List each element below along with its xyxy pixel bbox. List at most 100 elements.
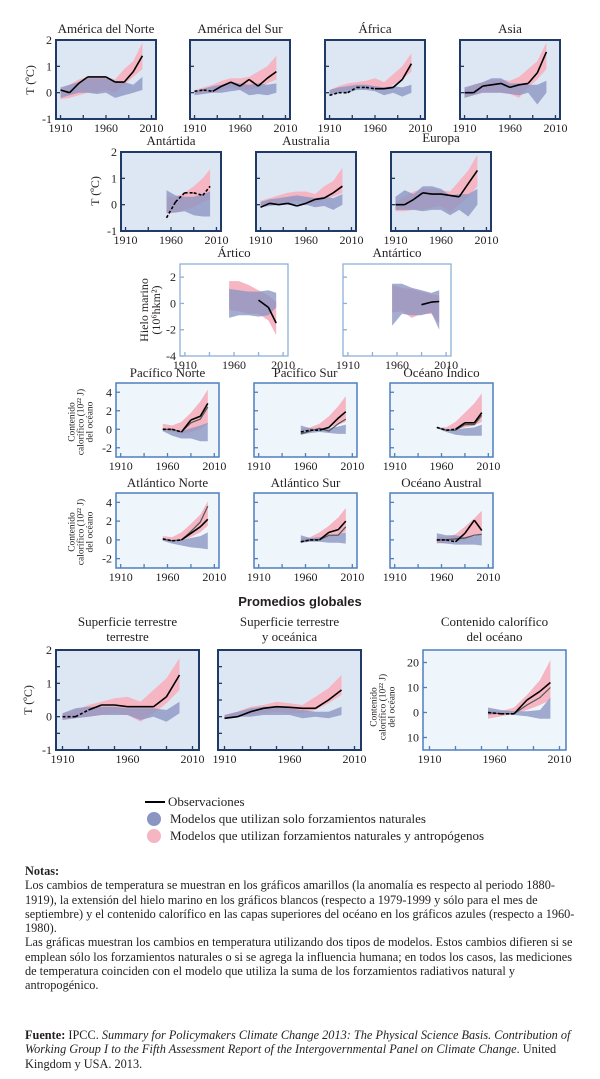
observation-line-dashed bbox=[300, 429, 320, 433]
chart-title: Pacífico Norte bbox=[129, 365, 206, 380]
legend-swatch-natural bbox=[147, 811, 161, 826]
observation-line bbox=[258, 299, 277, 324]
chart-af: 1910 1960 2010 bbox=[318, 39, 432, 135]
observation-line bbox=[513, 681, 551, 715]
chart-ps: 1910 1960 2010 bbox=[247, 382, 364, 473]
chart-eu: 1910 1960 2010 bbox=[384, 151, 498, 247]
x-tick-label: 1960 bbox=[294, 570, 318, 584]
chart-title: Superficie terrestre y oceánica bbox=[198, 614, 381, 644]
chart-aa: 1910 1960 2010 bbox=[336, 263, 458, 372]
y-tick-label: -1 bbox=[107, 224, 117, 238]
band-anthropogenic bbox=[436, 393, 482, 431]
band-natural bbox=[166, 190, 211, 217]
x-tick-label: 1910 bbox=[384, 233, 408, 247]
y-axis-title-ocean: Contenido calorífico (10²² J) del océano bbox=[370, 674, 398, 740]
y-tick-label: 2 bbox=[170, 270, 176, 284]
chart-ar: 1910 1960 2010 -4 -2 0 2 bbox=[166, 263, 295, 372]
observation-line-dashed bbox=[194, 89, 213, 93]
x-tick-label: 1960 bbox=[228, 121, 252, 135]
x-tick-label: 2010 bbox=[181, 752, 205, 766]
legend-label: Modelos que utilizan solo forzamientos n… bbox=[170, 811, 426, 826]
y-tick-label: 2 bbox=[106, 514, 112, 528]
observation-line bbox=[260, 185, 343, 209]
chart-title: Asia bbox=[498, 21, 522, 36]
band-anthropogenic bbox=[162, 389, 208, 434]
chart-title: América del Norte bbox=[57, 21, 155, 36]
x-tick-label: 1910 bbox=[453, 121, 477, 135]
x-tick-label: 1910 bbox=[383, 459, 407, 473]
x-tick-label: 1960 bbox=[430, 570, 454, 584]
observation-line bbox=[464, 51, 548, 94]
y-axis-title-line: T (ºC) bbox=[88, 176, 102, 206]
observation-line-dashed bbox=[162, 538, 182, 542]
x-tick-label: 1910 bbox=[336, 358, 360, 372]
observation-line-alt bbox=[436, 415, 483, 431]
chart-goc: 1910 1960 2010 10 0 10 20 bbox=[407, 649, 572, 766]
y-tick-label: 10 bbox=[407, 731, 419, 745]
observation-line-dashed bbox=[329, 86, 376, 97]
band-natural bbox=[229, 289, 277, 318]
band-natural bbox=[162, 422, 208, 442]
y-tick-label: -2 bbox=[166, 323, 176, 337]
chart-title-line-1: Superficie terrestre bbox=[239, 614, 340, 629]
source-rest: . United Kingdom y USA. 2013. bbox=[25, 1042, 557, 1071]
x-tick-label: 2010 bbox=[543, 121, 567, 135]
band-anthropogenic bbox=[260, 167, 343, 206]
observation-line bbox=[455, 412, 483, 430]
legend-swatch-anthropogenic bbox=[147, 828, 161, 843]
legend-item-natural: Modelos que utilizan solo forzamientos n… bbox=[145, 810, 484, 827]
observation-line bbox=[395, 169, 479, 206]
x-tick-label: 2010 bbox=[271, 358, 295, 372]
chart-oi: 1910 1960 2010 bbox=[383, 382, 500, 473]
chart-title: Pacífico Sur bbox=[273, 365, 338, 380]
y-tick-label: 0 bbox=[46, 86, 52, 100]
legend-item-observations: Observaciones bbox=[145, 793, 484, 810]
band-anthropogenic bbox=[300, 396, 346, 432]
legend: Observaciones Modelos que utilizan solo … bbox=[145, 793, 484, 844]
chart-title: Antártico bbox=[372, 245, 422, 260]
chart-title: Océano Austral bbox=[401, 475, 482, 490]
legend-swatch-line bbox=[145, 800, 165, 803]
observation-line bbox=[319, 411, 347, 431]
y-tick-label: 1 bbox=[46, 676, 52, 690]
band-natural bbox=[62, 701, 180, 722]
y-axis-title-ice: Hielo marino (10⁶hkm²) bbox=[137, 278, 163, 342]
y-tick-label: 2 bbox=[46, 33, 52, 47]
x-tick-label: 1960 bbox=[294, 459, 318, 473]
band-anthropogenic bbox=[488, 660, 551, 719]
x-tick-label: 1960 bbox=[94, 121, 118, 135]
y-tick-label: 1 bbox=[111, 171, 117, 185]
x-tick-label: 1960 bbox=[222, 358, 246, 372]
x-tick-label: 1910 bbox=[114, 233, 138, 247]
x-tick-label: 1910 bbox=[247, 570, 271, 584]
x-tick-label: 1910 bbox=[109, 459, 133, 473]
chart-title: Atlántico Norte bbox=[126, 475, 209, 490]
chart-title-line-1: Superficie terrestre bbox=[77, 614, 178, 629]
y-tick-label: 0 bbox=[106, 422, 112, 436]
y-tick-label: -1 bbox=[42, 112, 52, 126]
x-tick-label: 2010 bbox=[273, 121, 297, 135]
x-tick-label: 1960 bbox=[278, 752, 302, 766]
x-tick-label: 1910 bbox=[51, 752, 75, 766]
x-tick-label: 1960 bbox=[385, 358, 409, 372]
y-tick-label: -2 bbox=[102, 441, 112, 455]
y-axis-title-line: (10⁶hkm²) bbox=[149, 285, 163, 335]
chart-title: Antártida bbox=[146, 133, 196, 148]
x-tick-label: 2010 bbox=[340, 459, 364, 473]
chart-title: Ártico bbox=[217, 245, 251, 260]
band-natural bbox=[436, 424, 482, 436]
observation-line bbox=[60, 55, 144, 94]
x-tick-label: 2010 bbox=[340, 570, 364, 584]
y-tick-label: 1 bbox=[46, 59, 52, 73]
observation-line bbox=[224, 689, 342, 720]
x-tick-label: 2010 bbox=[204, 233, 228, 247]
chart-title-line-1: Contenido calorífico bbox=[440, 614, 549, 629]
x-tick-label: 1910 bbox=[49, 121, 73, 135]
plot-background bbox=[218, 650, 361, 750]
observation-line bbox=[181, 518, 209, 541]
chart-as: 1910 1960 2010 bbox=[453, 39, 567, 135]
y-axis-title-line: T (ºC) bbox=[23, 65, 37, 95]
notes-paragraph-1: Los cambios de temperatura se muestran e… bbox=[25, 878, 575, 936]
x-tick-label: 2010 bbox=[548, 752, 572, 766]
x-tick-label: 1910 bbox=[247, 459, 271, 473]
